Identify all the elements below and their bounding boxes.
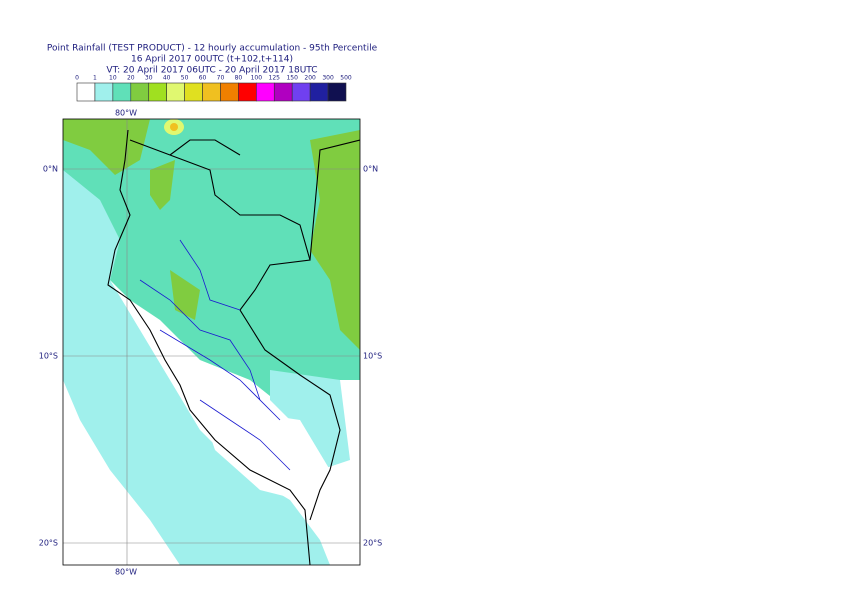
latitude-label: 20°S — [39, 539, 58, 548]
longitude-label: 80°W — [115, 109, 137, 118]
legend-threshold-label: 50 — [181, 75, 189, 82]
legend-swatch — [309, 82, 329, 102]
legend-threshold-label: 30 — [145, 75, 153, 82]
legend-swatch — [184, 82, 203, 102]
legend-swatch — [130, 82, 150, 102]
moderate-rain-area — [63, 119, 360, 440]
peak-rain-area — [170, 123, 178, 131]
map-frame — [62, 118, 361, 566]
legend: 0 1 10 20 30 40 50 60 70 80 100 125 150 200 300 500 — [75, 75, 352, 102]
legend-swatch — [166, 82, 185, 102]
legend-threshold-label: 125 — [269, 75, 281, 82]
legend-threshold-label: 200 — [304, 75, 316, 82]
legend-swatch — [112, 82, 132, 102]
legend-swatch — [273, 82, 293, 102]
legend-threshold-label: 10 — [109, 75, 117, 82]
longitude-label: 80°W — [115, 568, 137, 577]
legend-swatch — [327, 82, 347, 102]
legend-threshold-label: 1 — [93, 75, 97, 82]
dry-area — [200, 405, 330, 500]
legend-threshold-label: 0 — [75, 75, 79, 82]
legend-threshold-label: 40 — [163, 75, 171, 82]
legend-swatch — [76, 82, 96, 102]
legend-swatch — [202, 82, 221, 102]
latitude-label: 10°S — [363, 352, 382, 361]
title-line: 16 April 2017 00UTC (t+102,t+114) — [131, 55, 293, 65]
legend-threshold-label: 500 — [340, 75, 352, 82]
border — [129, 139, 341, 521]
legend-threshold-label: 100 — [251, 75, 263, 82]
legend-threshold-label: 300 — [322, 75, 334, 82]
title-line: VT: 20 April 2017 06UTC - 20 April 2017 … — [106, 66, 317, 76]
legend-threshold-label: 70 — [217, 75, 225, 82]
legend-swatch — [291, 82, 311, 102]
legend-swatch — [220, 82, 239, 102]
heavy-rain-area — [310, 130, 360, 350]
coastline — [107, 129, 311, 565]
legend-swatch — [148, 82, 167, 102]
legend-threshold-label: 60 — [199, 75, 207, 82]
legend-swatch — [256, 82, 275, 102]
region-boundary — [139, 239, 291, 471]
legend-swatch — [94, 82, 114, 102]
title-line: Point Rainfall (TEST PRODUCT) - 12 hourl… — [47, 44, 378, 54]
heavy-rain-area — [150, 160, 200, 320]
latitude-label: 10°S — [39, 352, 58, 361]
map: 80°W 80°W 0°N 0°N 10°S 10°S 20°S 20°S — [39, 109, 383, 577]
border — [169, 139, 360, 261]
latitude-label: 20°S — [363, 539, 382, 548]
latitude-label: 0°N — [363, 165, 378, 174]
legend-swatch — [238, 82, 257, 102]
legend-threshold-label: 150 — [286, 75, 298, 82]
latitude-label: 0°N — [43, 165, 58, 174]
legend-threshold-label: 80 — [235, 75, 243, 82]
legend-threshold-label: 20 — [127, 75, 135, 82]
